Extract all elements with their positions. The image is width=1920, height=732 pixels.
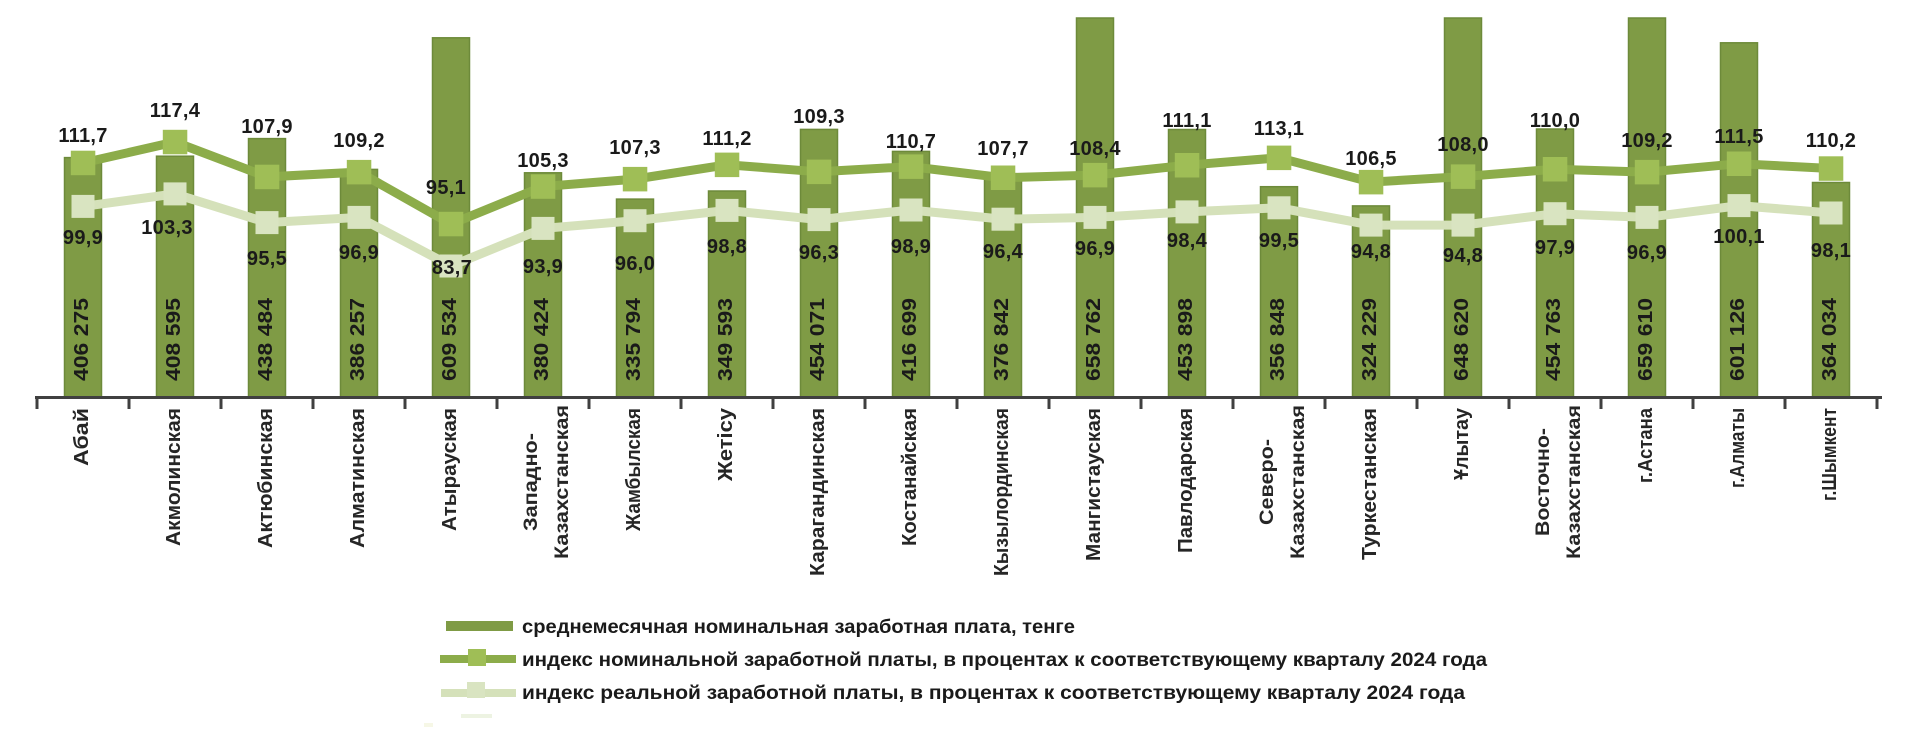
svg-text:324 229: 324 229 [1359, 298, 1381, 381]
svg-text:индекс номинальной заработной: индекс номинальной заработной платы, в п… [522, 650, 1487, 671]
svg-text:100,1: 100,1 [1713, 226, 1765, 248]
svg-text:108,0: 108,0 [1437, 134, 1489, 156]
svg-text:110,2: 110,2 [1806, 130, 1856, 152]
svg-text:376 842: 376 842 [991, 298, 1013, 381]
svg-text:108,4: 108,4 [1069, 138, 1121, 160]
svg-text:Северо-: Северо- [1257, 439, 1278, 525]
svg-text:438 484: 438 484 [255, 297, 277, 381]
svg-text:Алматинская: Алматинская [347, 408, 369, 548]
svg-text:96,4: 96,4 [983, 241, 1024, 263]
svg-text:Атырауская: Атырауская [439, 408, 461, 531]
svg-text:601 126: 601 126 [1727, 298, 1749, 381]
svg-text:Жетісу: Жетісу [715, 407, 737, 482]
svg-text:96,9: 96,9 [1075, 238, 1115, 260]
svg-text:109,2: 109,2 [1621, 130, 1673, 152]
svg-text:408 595: 408 595 [163, 298, 185, 381]
svg-text:658 762: 658 762 [1083, 298, 1105, 381]
svg-text:349 593: 349 593 [715, 298, 737, 381]
svg-text:609 534: 609 534 [439, 297, 461, 381]
svg-text:Актюбинская: Актюбинская [255, 408, 277, 548]
svg-text:659 610: 659 610 [1635, 298, 1657, 381]
svg-text:г.Шымкент: г.Шымкент [1819, 408, 1841, 501]
svg-text:98,1: 98,1 [1811, 240, 1851, 262]
svg-text:96,9: 96,9 [339, 242, 379, 264]
svg-text:98,8: 98,8 [707, 236, 747, 258]
svg-text:110,7: 110,7 [886, 131, 936, 153]
svg-text:648 620: 648 620 [1451, 298, 1473, 381]
svg-text:среднемесячная номинальная зар: среднемесячная номинальная заработная пл… [522, 617, 1075, 638]
svg-text:111,1: 111,1 [1162, 110, 1211, 132]
svg-text:454 071: 454 071 [807, 298, 829, 381]
svg-text:Акмолинская: Акмолинская [163, 408, 185, 546]
svg-text:94,8: 94,8 [1351, 241, 1391, 263]
svg-text:96,3: 96,3 [799, 242, 839, 264]
svg-text:Ұлытау: Ұлытау [1451, 407, 1473, 480]
svg-text:98,4: 98,4 [1167, 230, 1208, 252]
svg-text:117,4: 117,4 [150, 100, 201, 122]
svg-text:99,9: 99,9 [63, 227, 103, 249]
svg-text:Казахстанская: Казахстанская [1564, 405, 1585, 559]
svg-text:Кызылординская: Кызылординская [991, 408, 1013, 576]
svg-text:454 763: 454 763 [1543, 298, 1565, 381]
svg-text:83,7: 83,7 [432, 257, 472, 279]
svg-text:98,9: 98,9 [891, 236, 931, 258]
svg-text:Туркестанская: Туркестанская [1359, 408, 1381, 560]
svg-text:96,0: 96,0 [615, 253, 655, 275]
svg-text:Абай: Абай [71, 408, 93, 466]
svg-text:индекс реальной заработной пла: индекс реальной заработной платы, в проц… [522, 683, 1465, 704]
svg-text:Жамбылская: Жамбылская [623, 408, 645, 532]
svg-text:95,1: 95,1 [426, 177, 466, 199]
svg-text:99,5: 99,5 [1259, 230, 1299, 252]
svg-text:386 257: 386 257 [347, 298, 369, 381]
svg-text:Мангистауская: Мангистауская [1083, 408, 1105, 561]
svg-text:107,9: 107,9 [241, 116, 293, 138]
svg-text:96,9: 96,9 [1627, 242, 1667, 264]
svg-text:416 699: 416 699 [899, 298, 921, 381]
svg-text:107,3: 107,3 [609, 137, 661, 159]
svg-text:Казахстанская: Казахстанская [552, 405, 573, 559]
svg-text:364 034: 364 034 [1819, 297, 1841, 381]
svg-text:г.Алматы: г.Алматы [1727, 408, 1749, 488]
svg-text:109,2: 109,2 [333, 130, 385, 152]
svg-text:107,7: 107,7 [977, 138, 1029, 160]
svg-text:г.Астана: г.Астана [1635, 407, 1657, 483]
svg-text:94,8: 94,8 [1443, 245, 1483, 267]
svg-text:110,0: 110,0 [1530, 110, 1580, 132]
svg-text:105,3: 105,3 [517, 150, 569, 172]
svg-text:453 898: 453 898 [1175, 298, 1197, 381]
svg-text:113,1: 113,1 [1254, 118, 1304, 140]
svg-text:Карагандинская: Карагандинская [807, 408, 829, 576]
svg-text:111,5: 111,5 [1714, 126, 1763, 148]
svg-text:95,5: 95,5 [247, 248, 287, 270]
svg-text:103,3: 103,3 [141, 217, 193, 239]
svg-text:Павлодарская: Павлодарская [1175, 408, 1197, 553]
svg-text:335 794: 335 794 [623, 297, 645, 381]
svg-text:93,9: 93,9 [523, 256, 563, 278]
svg-text:97,9: 97,9 [1535, 237, 1575, 259]
svg-text:Восточно-: Восточно- [1533, 428, 1554, 536]
svg-text:Казахстанская: Казахстанская [1288, 405, 1309, 559]
svg-text:111,2: 111,2 [702, 128, 751, 150]
svg-text:406 275: 406 275 [71, 298, 93, 381]
svg-text:Костанайская: Костанайская [899, 408, 921, 546]
svg-text:109,3: 109,3 [793, 106, 845, 128]
svg-text:106,5: 106,5 [1345, 148, 1397, 170]
svg-text:356 848: 356 848 [1267, 298, 1289, 381]
svg-text:380 424: 380 424 [531, 297, 553, 381]
svg-text:111,7: 111,7 [58, 125, 107, 147]
svg-text:Западно-: Западно- [521, 433, 542, 531]
